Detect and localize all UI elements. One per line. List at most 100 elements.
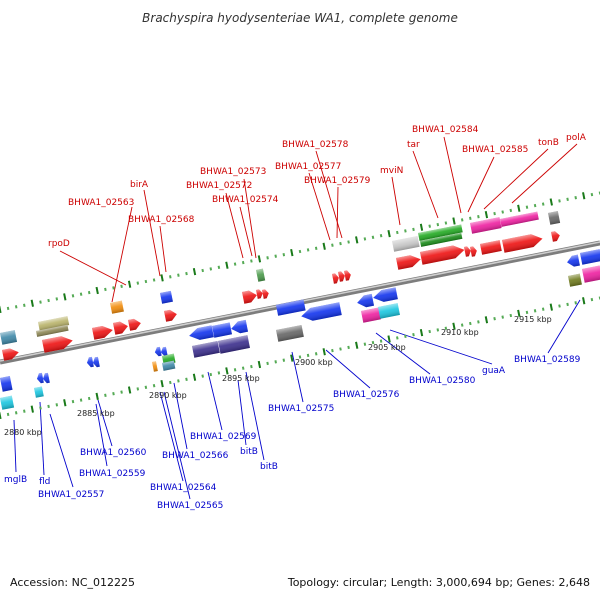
gene-label: BHWA1_02577 [275,162,341,172]
gene-arrow-shine [164,309,177,322]
gene-arrow-small [470,246,477,257]
scale-tick-upper [282,253,286,257]
gene-feature [499,211,539,227]
leader-line [467,156,495,213]
scale-tick-lower [331,348,334,353]
scale-tick-lower [23,409,26,413]
scale-tick-lower [192,373,197,381]
scale-tick-lower [501,315,504,319]
gene-arrow [242,290,257,304]
gene-arrow [231,319,249,334]
gene-arrow-small [160,346,168,357]
scale-tick-lower [6,412,10,417]
scale-tick-lower [257,360,262,369]
scale-tick-lower [322,348,326,356]
scale-tick-lower [298,355,302,359]
leader-line [245,371,265,461]
scale-tick-lower [598,296,600,300]
gene-arrow [2,348,19,361]
gene-label: BHWA1_02578 [282,140,349,150]
scale-tick-upper [30,299,34,307]
scale-tick-lower [314,352,318,356]
scale-tick-upper [549,198,553,206]
gene-label: bitB [240,447,258,457]
scale-tick-lower [404,334,407,338]
scale-tick-upper [250,259,253,263]
gene-arrow [92,325,113,340]
genome-summary-text: Topology: circular; Length: 3,000,694 bp… [287,576,590,589]
gene-arrow-shine [464,246,471,257]
scale-tick-lower [39,406,42,410]
scale-tick-lower [112,392,115,396]
leader-line [49,413,74,488]
gene-feature [212,322,232,338]
gene-arrow-small [86,356,94,368]
scale-tick-upper [136,281,140,285]
gene-feature-shine [582,265,600,283]
accession-text: Accession: NC_012225 [10,576,135,589]
gene-label: BHWA1_02574 [212,195,279,205]
gene-label: BHWA1_02576 [333,390,400,400]
gene-arrow-shine [189,325,214,340]
scale-tick-upper [169,275,172,279]
gene-feature-shine [378,303,400,319]
gene-label: tonB [538,138,559,148]
scale-tick-upper [177,273,180,277]
scale-tick-upper [598,191,600,195]
scale-tick-upper [501,210,504,214]
gene-feature-shine [0,330,18,345]
gene-arrow-shine [373,287,398,302]
scale-tick-upper [152,278,156,282]
gene-arrow-small [42,372,50,384]
scale-tick-lower [95,392,99,401]
gene-arrow-small [36,372,44,384]
leader-line [511,143,578,204]
scale-tick-lower [209,372,213,377]
scale-tick-upper [290,248,294,257]
scale-tick-upper [574,196,577,200]
gene-label: mviN [380,166,403,176]
gene-arrow-shine [160,346,168,357]
scale-tick-upper [266,256,269,260]
leader-line [243,178,257,259]
gene-feature [0,376,13,392]
gene-arrow [344,270,351,281]
scale-tick-lower [144,385,148,389]
gene-feature-shine [0,395,15,410]
scale-tick-upper [371,235,375,239]
gene-arrow-shine [92,325,113,340]
gene-feature [191,340,220,358]
scale-tick-lower [412,333,415,337]
gene-feature-shine [160,290,173,304]
label-leader-lines [13,136,581,500]
scale-tick-upper [436,222,440,227]
scale-tick-upper [23,303,26,307]
gene-feature-shine [579,249,600,265]
gene-arrow-shine [332,273,339,284]
scale-tick-lower [525,310,529,315]
scale-tick-lower [558,304,561,308]
scale-tick-upper [201,268,204,273]
gene-feature [34,386,44,398]
leader-line [336,186,339,239]
gene-feature [36,324,69,337]
scale-tick-upper [469,216,472,220]
scale-tick-lower [136,387,140,391]
scale-tick-upper [112,286,115,290]
scale-tick-lower [87,396,91,401]
scale-tick-lower [541,307,545,311]
scale-tick-upper [355,236,359,244]
scale-tick-lower [47,404,50,409]
gene-label: BHWA1_02575 [268,404,334,414]
scale-tick-lower [549,303,553,311]
scale-tick-upper [460,218,464,222]
scale-tick-upper [558,199,561,203]
scale-tick-upper [541,202,545,206]
leader-line [443,136,462,214]
scale-tick-lower [63,399,67,407]
gene-feature-shine [152,361,158,372]
gene-arrow-shine [36,372,44,384]
scale-tick-upper [241,260,245,265]
gene-features [0,211,600,410]
gene-label: BHWA1_02589 [514,355,581,365]
